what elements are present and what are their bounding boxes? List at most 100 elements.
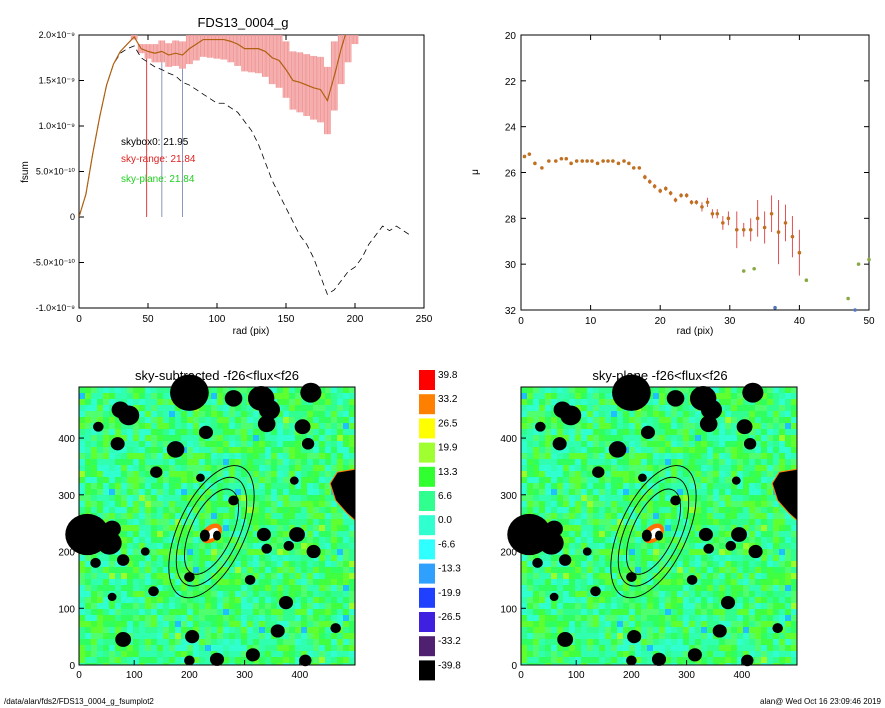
- image-pixel: [755, 471, 761, 477]
- image-pixel: [647, 465, 653, 471]
- image-pixel: [241, 399, 247, 405]
- image-pixel: [331, 465, 337, 471]
- image-pixel: [223, 543, 229, 549]
- image-pixel: [139, 435, 145, 441]
- image-pixel: [223, 495, 229, 501]
- image-pixel: [283, 399, 289, 405]
- image-pixel: [163, 507, 169, 513]
- image-pixel: [569, 657, 575, 663]
- image-pixel: [773, 567, 779, 573]
- image-pixel: [731, 549, 737, 555]
- image-pixel: [575, 423, 581, 429]
- image-pixel: [235, 411, 241, 417]
- image-pixel: [755, 579, 761, 585]
- image-pixel: [271, 519, 277, 525]
- image-pixel: [109, 627, 115, 633]
- image-pixel: [295, 645, 301, 651]
- image-pixel: [707, 453, 713, 459]
- image-pixel: [701, 579, 707, 585]
- image-pixel: [103, 441, 109, 447]
- image-pixel: [737, 573, 743, 579]
- image-pixel: [169, 471, 175, 477]
- image-pixel: [331, 549, 337, 555]
- image-pixel: [151, 441, 157, 447]
- image-pixel: [587, 507, 593, 513]
- image-pixel: [97, 639, 103, 645]
- image-pixel: [623, 501, 629, 507]
- image-pixel: [767, 507, 773, 513]
- image-pixel: [223, 639, 229, 645]
- image-pixel: [521, 507, 527, 513]
- image-pixel: [97, 453, 103, 459]
- image-pixel: [313, 621, 319, 627]
- image-pixel: [737, 405, 743, 411]
- image-pixel: [557, 501, 563, 507]
- image-pixel: [575, 651, 581, 657]
- image-pixel: [701, 603, 707, 609]
- image-pixel: [283, 579, 289, 585]
- image-pixel: [791, 561, 797, 567]
- image-pixel: [157, 387, 163, 393]
- image-pixel: [265, 567, 271, 573]
- image-pixel: [761, 597, 767, 603]
- image-pixel: [163, 489, 169, 495]
- image-pixel: [701, 519, 707, 525]
- image-pixel: [761, 633, 767, 639]
- image-pixel: [731, 507, 737, 513]
- image-pixel: [199, 525, 205, 531]
- image-pixel: [713, 561, 719, 567]
- image-pixel: [325, 393, 331, 399]
- image-pixel: [91, 489, 97, 495]
- image-pixel: [605, 453, 611, 459]
- image-pixel: [277, 525, 283, 531]
- image-pixel: [349, 621, 355, 627]
- image-pixel: [163, 519, 169, 525]
- image-pixel: [731, 411, 737, 417]
- image-pixel: [181, 621, 187, 627]
- image-pixel: [121, 567, 127, 573]
- image-pixel: [313, 525, 319, 531]
- image-pixel: [283, 573, 289, 579]
- image-pixel: [103, 411, 109, 417]
- image-pixel: [295, 603, 301, 609]
- y-tick-label: 200: [500, 548, 517, 559]
- image-pixel: [319, 513, 325, 519]
- image-pixel: [575, 537, 581, 543]
- image-pixel: [641, 603, 647, 609]
- image-pixel: [151, 639, 157, 645]
- image-pixel: [307, 537, 313, 543]
- image-pixel: [743, 543, 749, 549]
- image-pixel: [581, 399, 587, 405]
- image-pixel: [749, 639, 755, 645]
- image-pixel: [289, 615, 295, 621]
- image-pixel: [773, 663, 779, 665]
- image-pixel: [109, 621, 115, 627]
- image-pixel: [289, 501, 295, 507]
- image-pixel: [121, 549, 127, 555]
- image-pixel: [277, 441, 283, 447]
- image-pixel: [677, 585, 683, 591]
- masked-source: [670, 495, 681, 506]
- image-pixel: [103, 465, 109, 471]
- image-pixel: [235, 453, 241, 459]
- image-pixel: [743, 489, 749, 495]
- image-pixel: [587, 627, 593, 633]
- image-pixel: [659, 483, 665, 489]
- image-pixel: [343, 513, 349, 519]
- image-pixel: [151, 405, 157, 411]
- image-pixel: [157, 627, 163, 633]
- image-pixel: [127, 549, 133, 555]
- image-pixel: [791, 525, 797, 531]
- image-pixel: [527, 447, 533, 453]
- image-pixel: [277, 543, 283, 549]
- image-pixel: [187, 579, 193, 585]
- image-pixel: [725, 477, 731, 483]
- image-pixel: [199, 519, 205, 525]
- image-pixel: [211, 393, 217, 399]
- image-pixel: [761, 399, 767, 405]
- image-pixel: [127, 663, 133, 665]
- image-pixel: [527, 567, 533, 573]
- image-pixel: [719, 555, 725, 561]
- mu-point: [856, 262, 861, 266]
- image-pixel: [295, 549, 301, 555]
